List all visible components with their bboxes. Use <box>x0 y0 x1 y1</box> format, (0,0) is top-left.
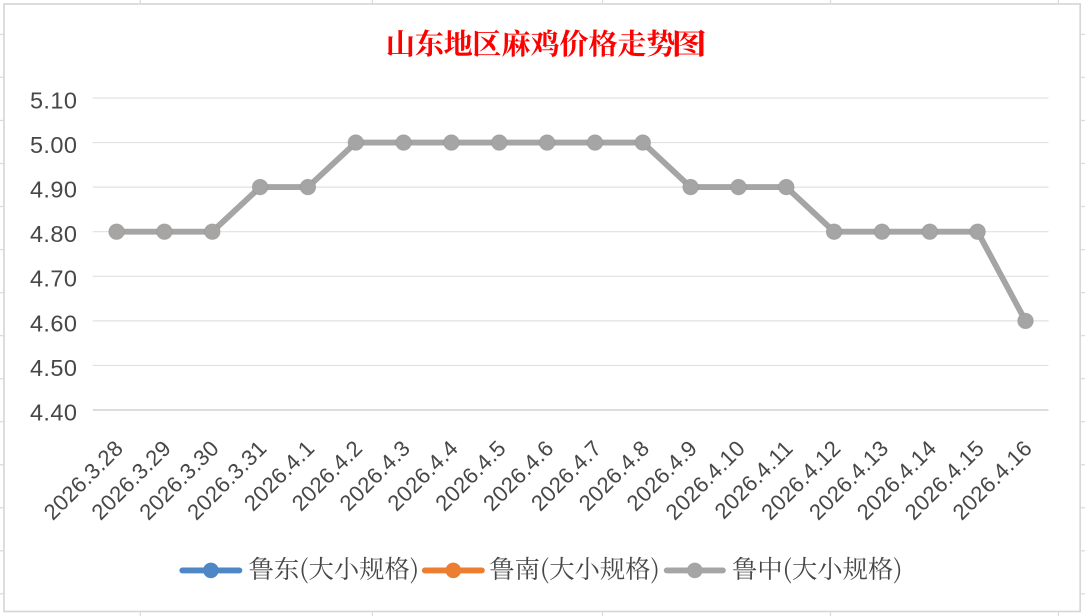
svg-text:4.50: 4.50 <box>30 355 77 381</box>
svg-text:5.00: 5.00 <box>30 132 77 158</box>
svg-text:4.80: 4.80 <box>30 221 77 247</box>
svg-text:4.60: 4.60 <box>30 310 77 336</box>
svg-text:5.10: 5.10 <box>30 87 77 113</box>
svg-text:4.90: 4.90 <box>30 177 77 203</box>
svg-text:4.40: 4.40 <box>30 399 77 425</box>
svg-text:4.70: 4.70 <box>30 266 77 292</box>
